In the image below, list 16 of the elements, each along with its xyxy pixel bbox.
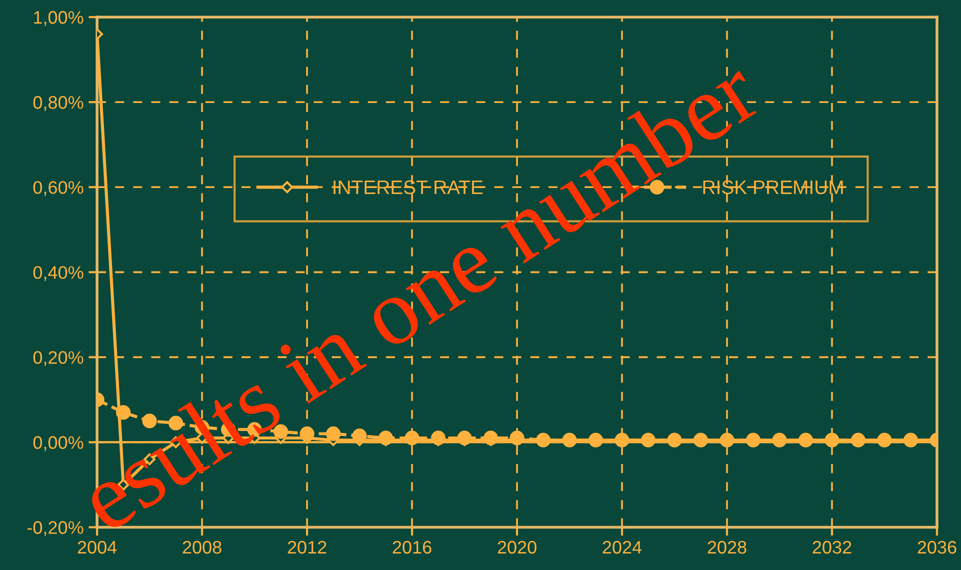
x-tick-label: 2024 [602, 540, 642, 554]
x-tick-label: 2036 [918, 540, 956, 554]
x-tick-label: 2032 [812, 540, 852, 554]
y-tick-label: 0,40% [33, 266, 84, 282]
y-tick-label: 0,80% [33, 96, 84, 111]
x-tick-label: 2012 [288, 540, 326, 554]
x-tick-label: 2020 [498, 540, 536, 554]
x-tick-label: 2004 [78, 540, 117, 554]
y-tick-label: 1,00% [34, 11, 84, 26]
y-tick-label: 0,00% [33, 436, 84, 452]
x-tick-label: 2008 [182, 540, 222, 554]
y-tick-label: 0,20% [33, 351, 84, 366]
y-tick-label: -0,20% [27, 521, 84, 536]
y-tick-label: 0,60% [33, 181, 84, 196]
x-tick-label: 2016 [392, 540, 432, 554]
x-tick-label: 2028 [708, 540, 746, 554]
